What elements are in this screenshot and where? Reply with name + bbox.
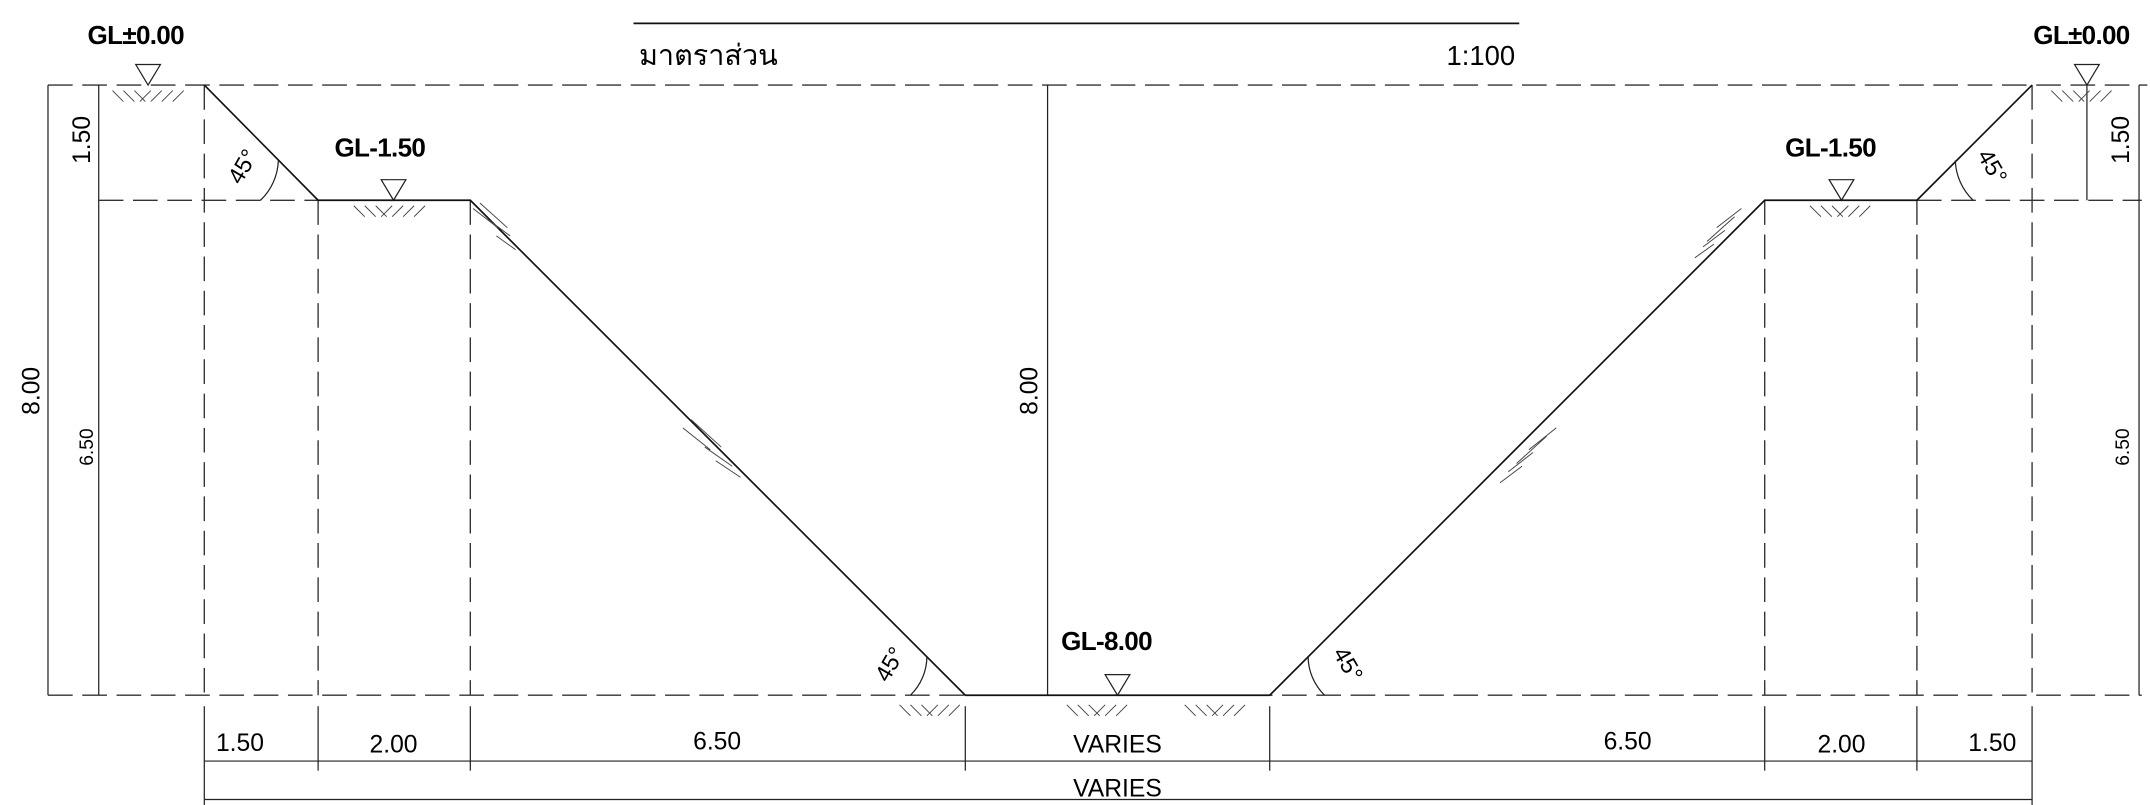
- dimension-label: 2.00: [1817, 731, 1865, 758]
- dimension-label: 6.50: [1604, 729, 1652, 756]
- dimension-label: 1.50: [69, 116, 96, 164]
- vertical-dimensions: [47, 85, 2140, 696]
- reference-lines: [47, 84, 2148, 696]
- dimension-label: 8.00: [1017, 367, 1044, 415]
- angle-label: 45°: [870, 642, 910, 686]
- dimension-label: 6.50: [2113, 428, 2134, 465]
- dimension-label: 8.00: [18, 367, 45, 415]
- level-markers: [134, 63, 2101, 697]
- angle-label: 45°: [1328, 642, 1368, 686]
- scale-value: 1:100: [1447, 40, 1516, 71]
- angle-label: 45°: [1972, 145, 2012, 189]
- level-label: GL-1.50: [1785, 132, 1876, 162]
- dimension-label: 6.50: [693, 729, 741, 756]
- level-label: GL-8.00: [1061, 626, 1152, 656]
- angle-arcs: [260, 160, 1974, 696]
- level-label: GL±0.00: [2033, 20, 2130, 50]
- dimension-label: VARIES: [1073, 731, 1162, 758]
- angle-label: 45°: [222, 145, 262, 189]
- level-label: GL-1.50: [334, 132, 425, 162]
- soil-hatch: [112, 90, 2112, 717]
- dimension-label: 1.50: [216, 730, 264, 757]
- level-label: GL±0.00: [88, 20, 185, 50]
- dimension-label: VARIES: [1073, 775, 1162, 802]
- excavation-profile: [203, 84, 2033, 697]
- scale-label: มาตราส่วน: [639, 40, 778, 72]
- dimension-label: 6.50: [77, 428, 98, 465]
- dimension-label: 2.00: [370, 731, 418, 758]
- horizontal-dimensions: [203, 706, 2033, 805]
- dimension-label: 1.50: [2108, 116, 2135, 164]
- dimension-label: 1.50: [1968, 730, 2016, 757]
